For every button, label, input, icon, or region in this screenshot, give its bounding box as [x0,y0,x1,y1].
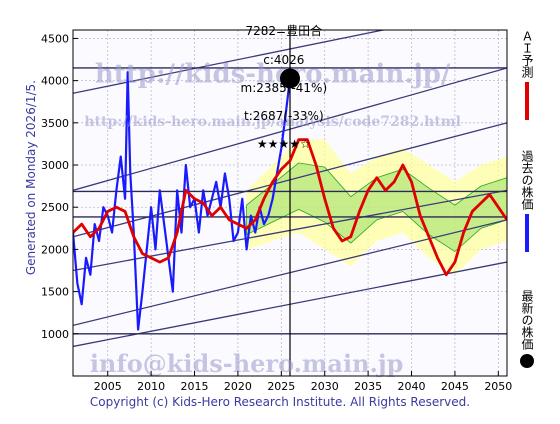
latest-price-dot [280,68,300,89]
legend-latest-label: 最新の株価 [520,290,534,350]
stock-code-name: 7282=豊田合 [245,24,323,38]
forecast-band-inner [246,162,507,253]
series-ai-forecast [73,138,507,277]
x-tick-label: 2040 [398,380,426,393]
x-tick-label: 2005 [94,380,122,393]
series-past-price [73,71,292,331]
y-tick-label: 2500 [41,201,69,214]
y-tick-label: 4500 [41,32,69,45]
x-tick-label: 2025 [267,380,295,393]
legend-past-label: 過去の株価 [520,150,534,210]
y-tick-label: 4000 [41,75,69,88]
generated-date-text: Generated on Monday 2026/1/5. [24,80,38,276]
legend-ai-swatch [525,82,529,120]
legend-past: 過去の株価 [519,150,535,252]
generated-date-label: Generated on Monday 2026/1/5. [24,80,40,340]
chart-header: 7282=豊田合 c:4026 m:2385(-41%) t:2687(-33%… [0,8,560,151]
legend-ai: ＡＩ予測 [519,30,535,120]
plot-content [73,30,507,376]
x-tick-label: 2010 [137,380,165,393]
current-price: c:4026 [263,53,305,67]
y-tick-label: 1500 [41,286,69,299]
y-tick-label: 3000 [41,159,69,172]
y-tick-label: 1000 [41,328,69,341]
watermark-url-analysis: http://kids-hero.main.jp/analysis/code72… [84,114,461,130]
x-tick-label: 2035 [354,380,382,393]
x-tick-label: 2030 [311,380,339,393]
plot-frame [72,29,508,377]
watermark-url-top: http://kids-hero.main.jp/ [95,59,451,89]
legend-latest-dot [520,354,534,368]
x-tick-label: 2020 [224,380,252,393]
legend-ai-label: ＡＩ予測 [520,30,534,78]
copyright-footer: Copyright (c) Kids-Hero Research Institu… [89,395,471,409]
y-tick-label: 3500 [41,117,69,130]
x-tick-label: 2045 [441,380,469,393]
m-value: m:2385(-41%) [240,81,328,95]
star-rating: ★★★★☆ [256,137,311,151]
x-tick-label: 2050 [484,380,512,393]
watermark-email: info@kids-hero.main.jp [90,349,404,378]
x-tick-label: 2015 [181,380,209,393]
legend-past-swatch [525,214,529,252]
y-tick-label: 2000 [41,243,69,256]
legend-latest: 最新の株価 [519,290,535,368]
t-value: t:2687(-33%) [243,109,324,123]
